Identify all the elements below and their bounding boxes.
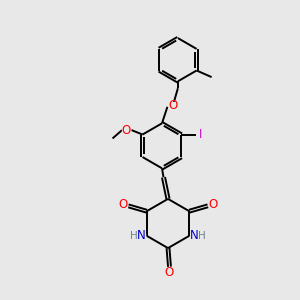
Bar — [118, 201, 127, 208]
Text: H: H — [130, 231, 138, 241]
Text: O: O — [169, 99, 178, 112]
Bar — [209, 201, 218, 208]
Text: H: H — [198, 231, 206, 241]
Text: N: N — [190, 229, 199, 242]
Bar — [165, 269, 174, 276]
Bar — [122, 127, 130, 133]
Bar — [169, 102, 177, 109]
Text: O: O — [165, 266, 174, 279]
Bar — [198, 131, 204, 138]
Text: O: O — [122, 124, 130, 136]
Bar — [191, 232, 204, 239]
Text: O: O — [118, 198, 127, 211]
Bar — [132, 232, 145, 239]
Text: O: O — [209, 198, 218, 211]
Text: N: N — [137, 229, 146, 242]
Text: I: I — [199, 128, 203, 141]
